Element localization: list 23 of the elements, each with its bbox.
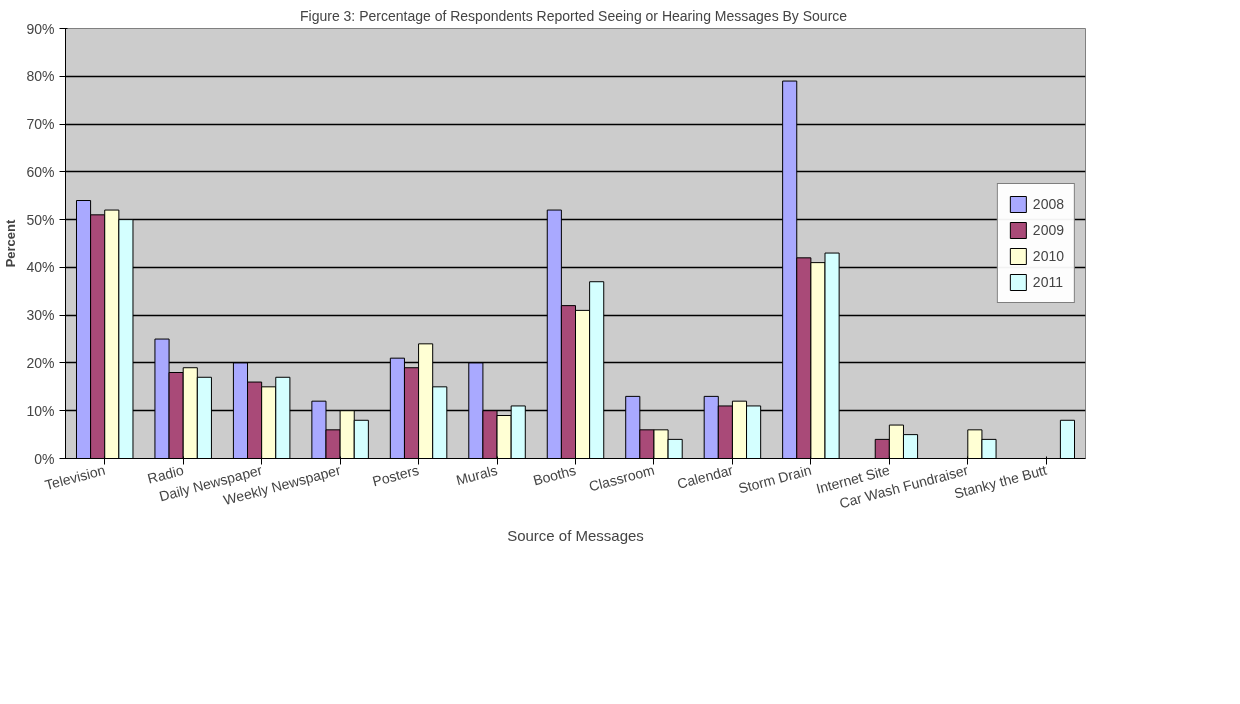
legend-label: 2009 bbox=[1032, 222, 1064, 238]
legend-label: 2010 bbox=[1032, 248, 1064, 264]
legend-label: 2011 bbox=[1032, 274, 1063, 290]
y-tick-label: 70% bbox=[26, 116, 55, 133]
y-tick-label: 10% bbox=[26, 402, 55, 419]
x-tick-label: Posters bbox=[370, 461, 421, 490]
y-tick-label: 80% bbox=[26, 68, 55, 85]
x-tick-label: Storm Drain bbox=[736, 461, 813, 497]
chart-title: Figure 3: Percentage of Respondents Reported Seeing or Hearing Messages By Source bbox=[300, 7, 848, 24]
y-tick-label: 20% bbox=[26, 354, 55, 371]
y-axis-title: Percent bbox=[3, 218, 19, 268]
y-tick-label: 50% bbox=[26, 211, 55, 228]
x-tick-label: Booths bbox=[531, 461, 578, 489]
y-tick-label: 60% bbox=[26, 163, 55, 180]
x-tick-label: Calendar bbox=[675, 461, 735, 492]
y-tick-label: 30% bbox=[26, 307, 55, 324]
y-tick-label: 90% bbox=[26, 20, 55, 37]
legend-label: 2008 bbox=[1032, 196, 1064, 212]
x-tick-label: Radio bbox=[145, 461, 186, 487]
x-axis-title: Source of Messages bbox=[507, 527, 644, 545]
y-tick-label: 40% bbox=[26, 259, 55, 276]
y-tick-label: 0% bbox=[34, 450, 55, 467]
x-tick-label: Murals bbox=[454, 461, 500, 489]
